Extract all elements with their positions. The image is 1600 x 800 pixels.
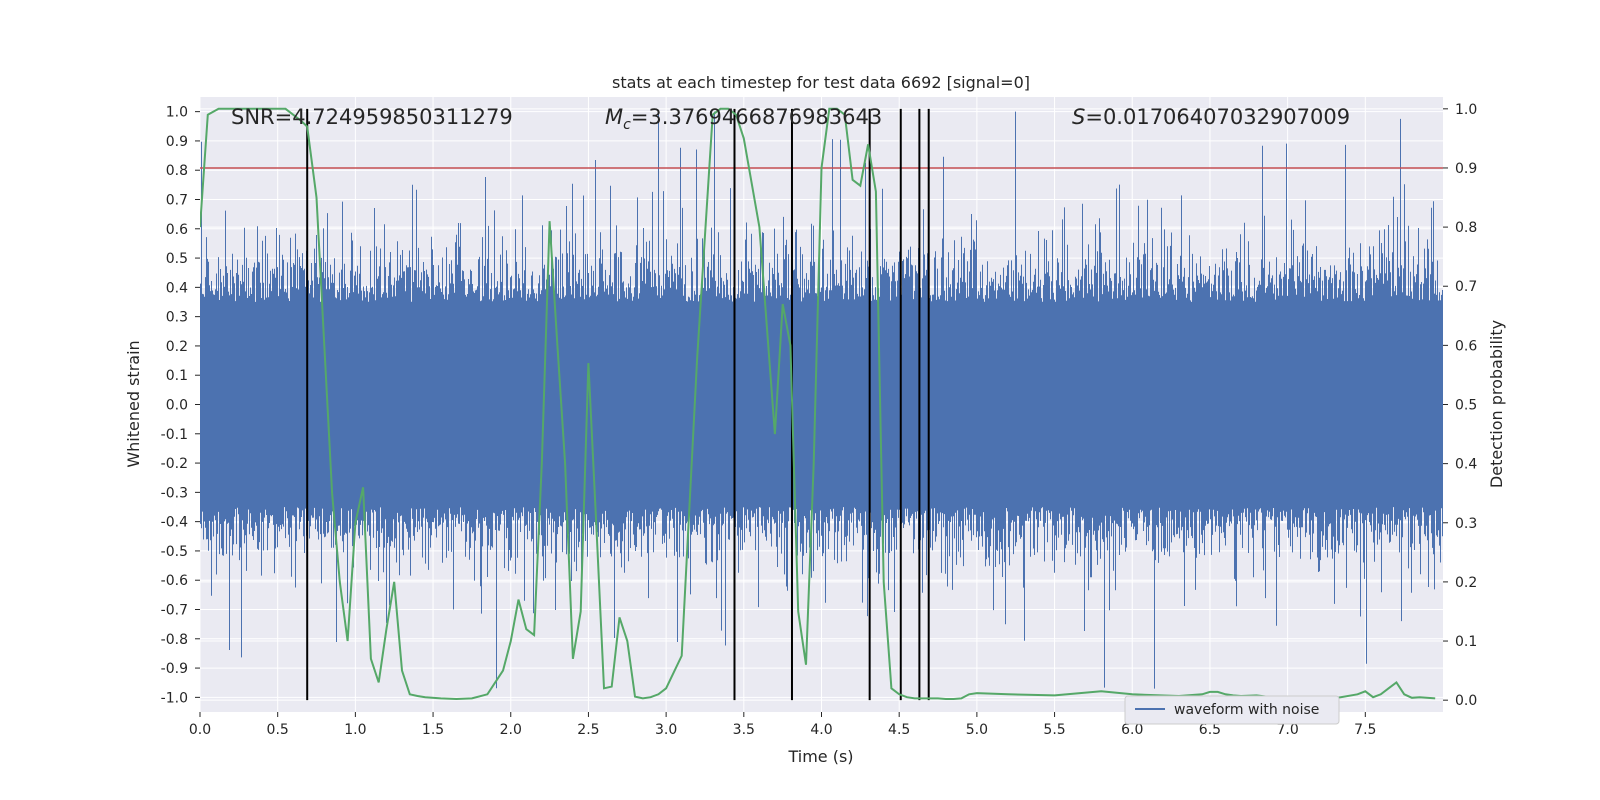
probability-series xyxy=(200,107,1436,701)
x-tick-label-7: 3.5 xyxy=(733,722,755,738)
x-tick-label-5: 2.5 xyxy=(577,722,599,738)
x-tick-label-11: 5.5 xyxy=(1043,722,1065,738)
y-right-tick-label-4: 0.6 xyxy=(1455,338,1477,354)
waveform-trace xyxy=(200,111,1443,689)
y-left-tick-label-10: 0.0 xyxy=(166,398,188,414)
y-left-tick-label-15: -0.5 xyxy=(161,544,188,560)
y-left-tick-label-19: -0.9 xyxy=(161,661,188,677)
y-right-tick-label-8: 0.2 xyxy=(1455,575,1477,591)
x-tick-label-3: 1.5 xyxy=(422,722,444,738)
x-axis-label: Time (s) xyxy=(787,747,853,766)
x-tick-label-15: 7.5 xyxy=(1354,722,1376,738)
chart-title: stats at each timestep for test data 669… xyxy=(612,73,1030,92)
y-left-tick-label-12: -0.2 xyxy=(161,456,188,472)
y-left-tick-label-3: 0.7 xyxy=(166,193,188,209)
y-left-tick-label-11: -0.1 xyxy=(161,427,188,443)
y-left-axis-ticks: 1.0 0.9 0.8 0.7 0.6 0.5 0.4 0.3 0.2 0.1 0.0 -0.1 -0.… xyxy=(161,105,200,706)
x-tick-label-0: 0.0 xyxy=(189,722,211,738)
y-left-tick-label-4: 0.6 xyxy=(166,222,188,238)
y-left-tick-label-14: -0.4 xyxy=(161,515,188,531)
x-axis-ticks: 0.0 0.5 1.0 1.5 2.0 2.5 3.0 3.5 4.0 4.5 5.0 5.5 6.0 6… xyxy=(189,712,1376,738)
y-left-tick-label-9: 0.1 xyxy=(166,368,188,384)
y-right-tick-label-2: 0.8 xyxy=(1455,220,1477,236)
waveform-series xyxy=(200,111,1443,689)
x-tick-label-1: 0.5 xyxy=(267,722,289,738)
legend-label: waveform with noise xyxy=(1174,702,1319,718)
x-tick-label-9: 4.5 xyxy=(888,722,910,738)
mc-value: =3.3769466876983643 xyxy=(631,105,882,129)
x-tick-label-10: 5.0 xyxy=(966,722,988,738)
y-left-tick-label-6: 0.4 xyxy=(166,280,188,296)
s-symbol: S xyxy=(1072,105,1085,129)
legend: waveform with noise xyxy=(1124,695,1340,725)
x-tick-label-8: 4.0 xyxy=(810,722,832,738)
s-annotation: S=0.01706407032907009 xyxy=(1072,105,1350,129)
y-right-axis-ticks: 1.0 0.9 0.8 0.7 0.6 0.5 0.4 0.3 0.2 0.1 0.0 xyxy=(1443,102,1477,709)
y-left-tick-label-18: -0.8 xyxy=(161,632,188,648)
y-right-tick-label-1: 0.9 xyxy=(1455,161,1477,177)
x-tick-label-13: 6.5 xyxy=(1199,722,1221,738)
x-tick-label-2: 1.0 xyxy=(344,722,366,738)
legend-box xyxy=(1124,695,1340,725)
mc-symbol: M xyxy=(605,105,623,129)
y-right-tick-label-3: 0.7 xyxy=(1455,279,1477,295)
mc-subscript: c xyxy=(623,117,631,133)
y-right-axis-label: Detection probability xyxy=(1487,320,1506,488)
y-left-tick-label-16: -0.6 xyxy=(161,573,188,589)
x-tick-label-6: 3.0 xyxy=(655,722,677,738)
snr-annotation: SNR=4.724959850311279 xyxy=(231,105,513,129)
y-right-tick-label-9: 0.1 xyxy=(1455,634,1477,650)
y-left-tick-label-20: -1.0 xyxy=(161,690,188,706)
y-right-tick-label-6: 0.4 xyxy=(1455,457,1477,473)
y-right-tick-label-5: 0.5 xyxy=(1455,398,1477,414)
y-right-tick-label-10: 0.0 xyxy=(1455,693,1477,709)
y-left-tick-label-8: 0.2 xyxy=(166,339,188,355)
y-right-tick-label-7: 0.3 xyxy=(1455,516,1477,532)
y-left-tick-label-1: 0.9 xyxy=(166,134,188,150)
x-tick-label-4: 2.0 xyxy=(500,722,522,738)
y-left-axis-label: Whitened strain xyxy=(124,340,143,467)
mc-annotation: Mc=3.3769466876983643 xyxy=(605,105,882,133)
x-tick-label-14: 7.0 xyxy=(1276,722,1298,738)
y-left-tick-label-13: -0.3 xyxy=(161,485,188,501)
s-value: =0.01706407032907009 xyxy=(1085,105,1350,129)
y-left-tick-label-17: -0.7 xyxy=(161,603,188,619)
y-right-tick-label-0: 1.0 xyxy=(1455,102,1477,118)
y-left-tick-label-2: 0.8 xyxy=(166,163,188,179)
y-left-tick-label-5: 0.5 xyxy=(166,251,188,267)
y-left-tick-label-0: 1.0 xyxy=(166,105,188,121)
y-left-tick-label-7: 0.3 xyxy=(166,310,188,326)
x-tick-label-12: 6.0 xyxy=(1121,722,1143,738)
